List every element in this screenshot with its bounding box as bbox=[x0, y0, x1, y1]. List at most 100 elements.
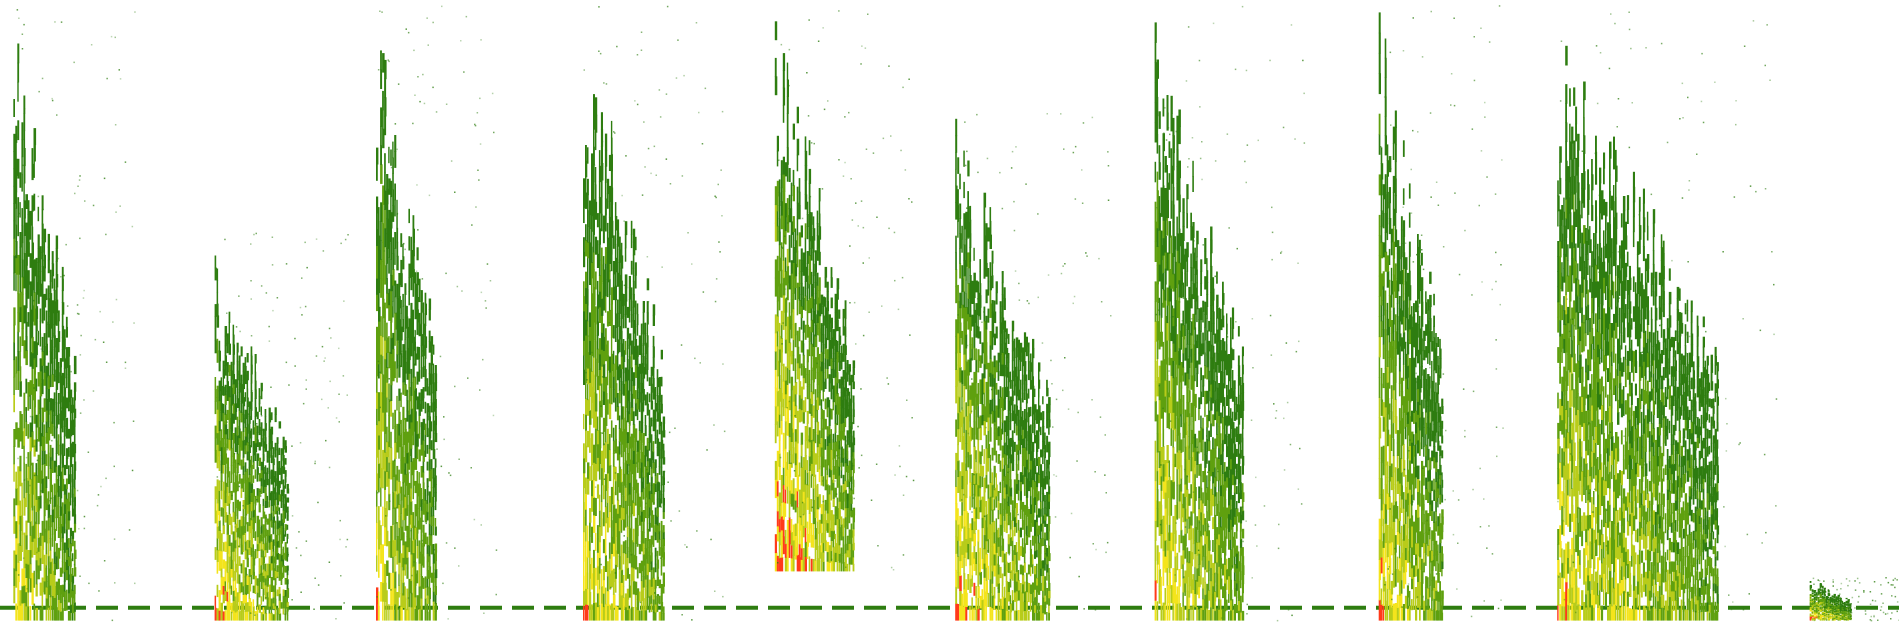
spectral-cell bbox=[25, 194, 28, 209]
spectral-cell bbox=[398, 481, 401, 494]
spectral-cell bbox=[634, 492, 637, 506]
spectral-cell bbox=[258, 573, 261, 582]
spectral-cell bbox=[810, 403, 813, 416]
spectral-cell bbox=[832, 562, 836, 572]
noise-speck bbox=[251, 390, 253, 392]
noise-speck bbox=[253, 233, 255, 236]
spectral-cell bbox=[278, 540, 281, 548]
spectral-cell bbox=[587, 462, 590, 479]
spectral-cell bbox=[428, 545, 431, 557]
spectral-cell bbox=[408, 277, 410, 292]
spectral-cell bbox=[432, 468, 435, 479]
spectral-cell bbox=[414, 538, 416, 552]
spectral-cell bbox=[656, 438, 660, 448]
spectral-cell bbox=[260, 533, 263, 542]
spectral-cell bbox=[820, 399, 823, 410]
spectral-cell bbox=[604, 295, 607, 313]
spectral-cell bbox=[602, 323, 605, 338]
spectral-cell bbox=[412, 458, 415, 473]
noise-speck bbox=[630, 554, 633, 556]
spectral-cell bbox=[39, 308, 42, 322]
spectral-cell bbox=[284, 458, 287, 465]
spectral-cell bbox=[69, 420, 73, 429]
spectral-cell bbox=[589, 242, 592, 257]
spectral-cell bbox=[256, 529, 259, 538]
spectral-cell bbox=[834, 367, 837, 378]
spectral-cell bbox=[826, 368, 829, 379]
spectral-cell bbox=[392, 173, 394, 190]
spectral-cell bbox=[59, 358, 62, 368]
spectral-cell bbox=[216, 491, 219, 504]
spectral-cell bbox=[420, 609, 423, 621]
spectral-cell bbox=[784, 366, 787, 381]
spectral-cell bbox=[47, 414, 50, 428]
spectral-cell bbox=[832, 466, 835, 475]
spectral-cell bbox=[67, 565, 70, 576]
spectral-cell bbox=[264, 591, 267, 600]
spectral-cell bbox=[412, 417, 415, 432]
spectral-cell bbox=[59, 445, 62, 455]
spectral-cell bbox=[589, 312, 592, 327]
spectral-cell bbox=[850, 462, 854, 471]
spectral-cell bbox=[850, 483, 853, 491]
noise-speck bbox=[449, 474, 452, 477]
spectral-cell bbox=[71, 412, 74, 421]
spectral-cell bbox=[216, 514, 219, 527]
spectral-cell bbox=[583, 458, 586, 474]
spectral-cell bbox=[774, 21, 778, 41]
spectral-cell bbox=[430, 544, 434, 555]
spectral-cell bbox=[400, 339, 402, 354]
spectral-cell bbox=[846, 374, 849, 382]
noise-speck bbox=[411, 592, 413, 595]
spectral-cell bbox=[636, 503, 640, 516]
spectral-cell bbox=[284, 506, 287, 513]
spectral-cell bbox=[402, 532, 405, 546]
spectral-cell bbox=[406, 567, 409, 579]
spectral-cell bbox=[284, 602, 288, 609]
spectral-cell bbox=[796, 426, 799, 444]
spectral-cell bbox=[35, 607, 39, 621]
spectral-cell bbox=[380, 50, 382, 70]
spectral-cell bbox=[378, 221, 380, 237]
spectral-cell bbox=[224, 394, 227, 405]
spectral-cell bbox=[778, 257, 782, 272]
spectral-cell bbox=[376, 163, 378, 181]
spectral-cell bbox=[822, 362, 825, 373]
spectral-cell bbox=[63, 377, 66, 388]
noise-speck bbox=[32, 270, 35, 273]
spectral-cell bbox=[410, 302, 413, 317]
spectral-cell bbox=[57, 485, 60, 497]
spectral-cell bbox=[820, 561, 823, 572]
spectral-cell bbox=[416, 421, 418, 435]
noise-speck bbox=[317, 584, 320, 586]
spectral-cell bbox=[806, 324, 809, 338]
spectral-cell bbox=[248, 583, 252, 592]
spectral-cell bbox=[840, 446, 843, 455]
spectral-cell bbox=[63, 348, 66, 359]
noise-speck bbox=[396, 148, 398, 151]
spectral-cell bbox=[33, 439, 36, 457]
noise-speck bbox=[340, 242, 342, 245]
noise-speck bbox=[22, 164, 24, 167]
noise-speck bbox=[601, 376, 604, 378]
spectral-cell bbox=[585, 160, 588, 178]
spectral-cell bbox=[398, 515, 401, 529]
spectral-cell bbox=[642, 576, 645, 588]
spectral-cell bbox=[824, 540, 827, 552]
spectral-cell bbox=[658, 530, 661, 540]
spectral-cell bbox=[376, 294, 379, 312]
noise-speck bbox=[323, 360, 325, 362]
spectral-cell bbox=[384, 564, 387, 584]
spectral-cell bbox=[388, 288, 391, 306]
noise-speck bbox=[76, 304, 79, 306]
spectral-cell bbox=[59, 427, 62, 438]
noise-speck bbox=[587, 335, 590, 337]
spectral-cell bbox=[642, 378, 645, 390]
spectral-cell bbox=[591, 355, 593, 372]
spectral-cell bbox=[834, 432, 837, 443]
spectral-cell bbox=[63, 571, 66, 582]
noise-speck bbox=[681, 614, 683, 616]
spectral-cell bbox=[786, 164, 789, 182]
spectral-cell bbox=[612, 376, 615, 390]
noise-speck bbox=[238, 295, 240, 297]
